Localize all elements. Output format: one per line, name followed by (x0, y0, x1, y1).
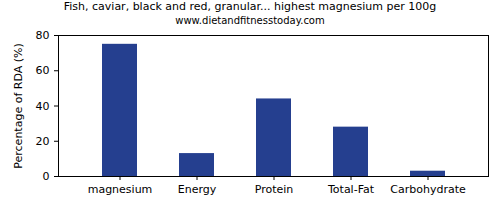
svg-text:Carbohydrate: Carbohydrate (390, 183, 466, 196)
svg-text:40: 40 (36, 100, 50, 113)
svg-text:80: 80 (36, 29, 50, 42)
svg-text:Total-Fat: Total-Fat (327, 183, 375, 196)
svg-text:20: 20 (36, 135, 50, 148)
svg-text:0: 0 (43, 170, 50, 183)
svg-text:Percentage of RDA (%): Percentage of RDA (%) (12, 43, 25, 168)
html-text:www.dietandfitnesstoday.com: www.dietandfitnesstoday.com (175, 15, 325, 26)
svg-text:magnesium: magnesium (88, 183, 153, 196)
svg-text:Energy: Energy (178, 183, 217, 196)
svg-text:60: 60 (36, 64, 50, 77)
svg-text:Protein: Protein (255, 183, 294, 196)
html-text:Fish, caviar, black and red, g: Fish, caviar, black and red, granular...… (63, 0, 437, 13)
